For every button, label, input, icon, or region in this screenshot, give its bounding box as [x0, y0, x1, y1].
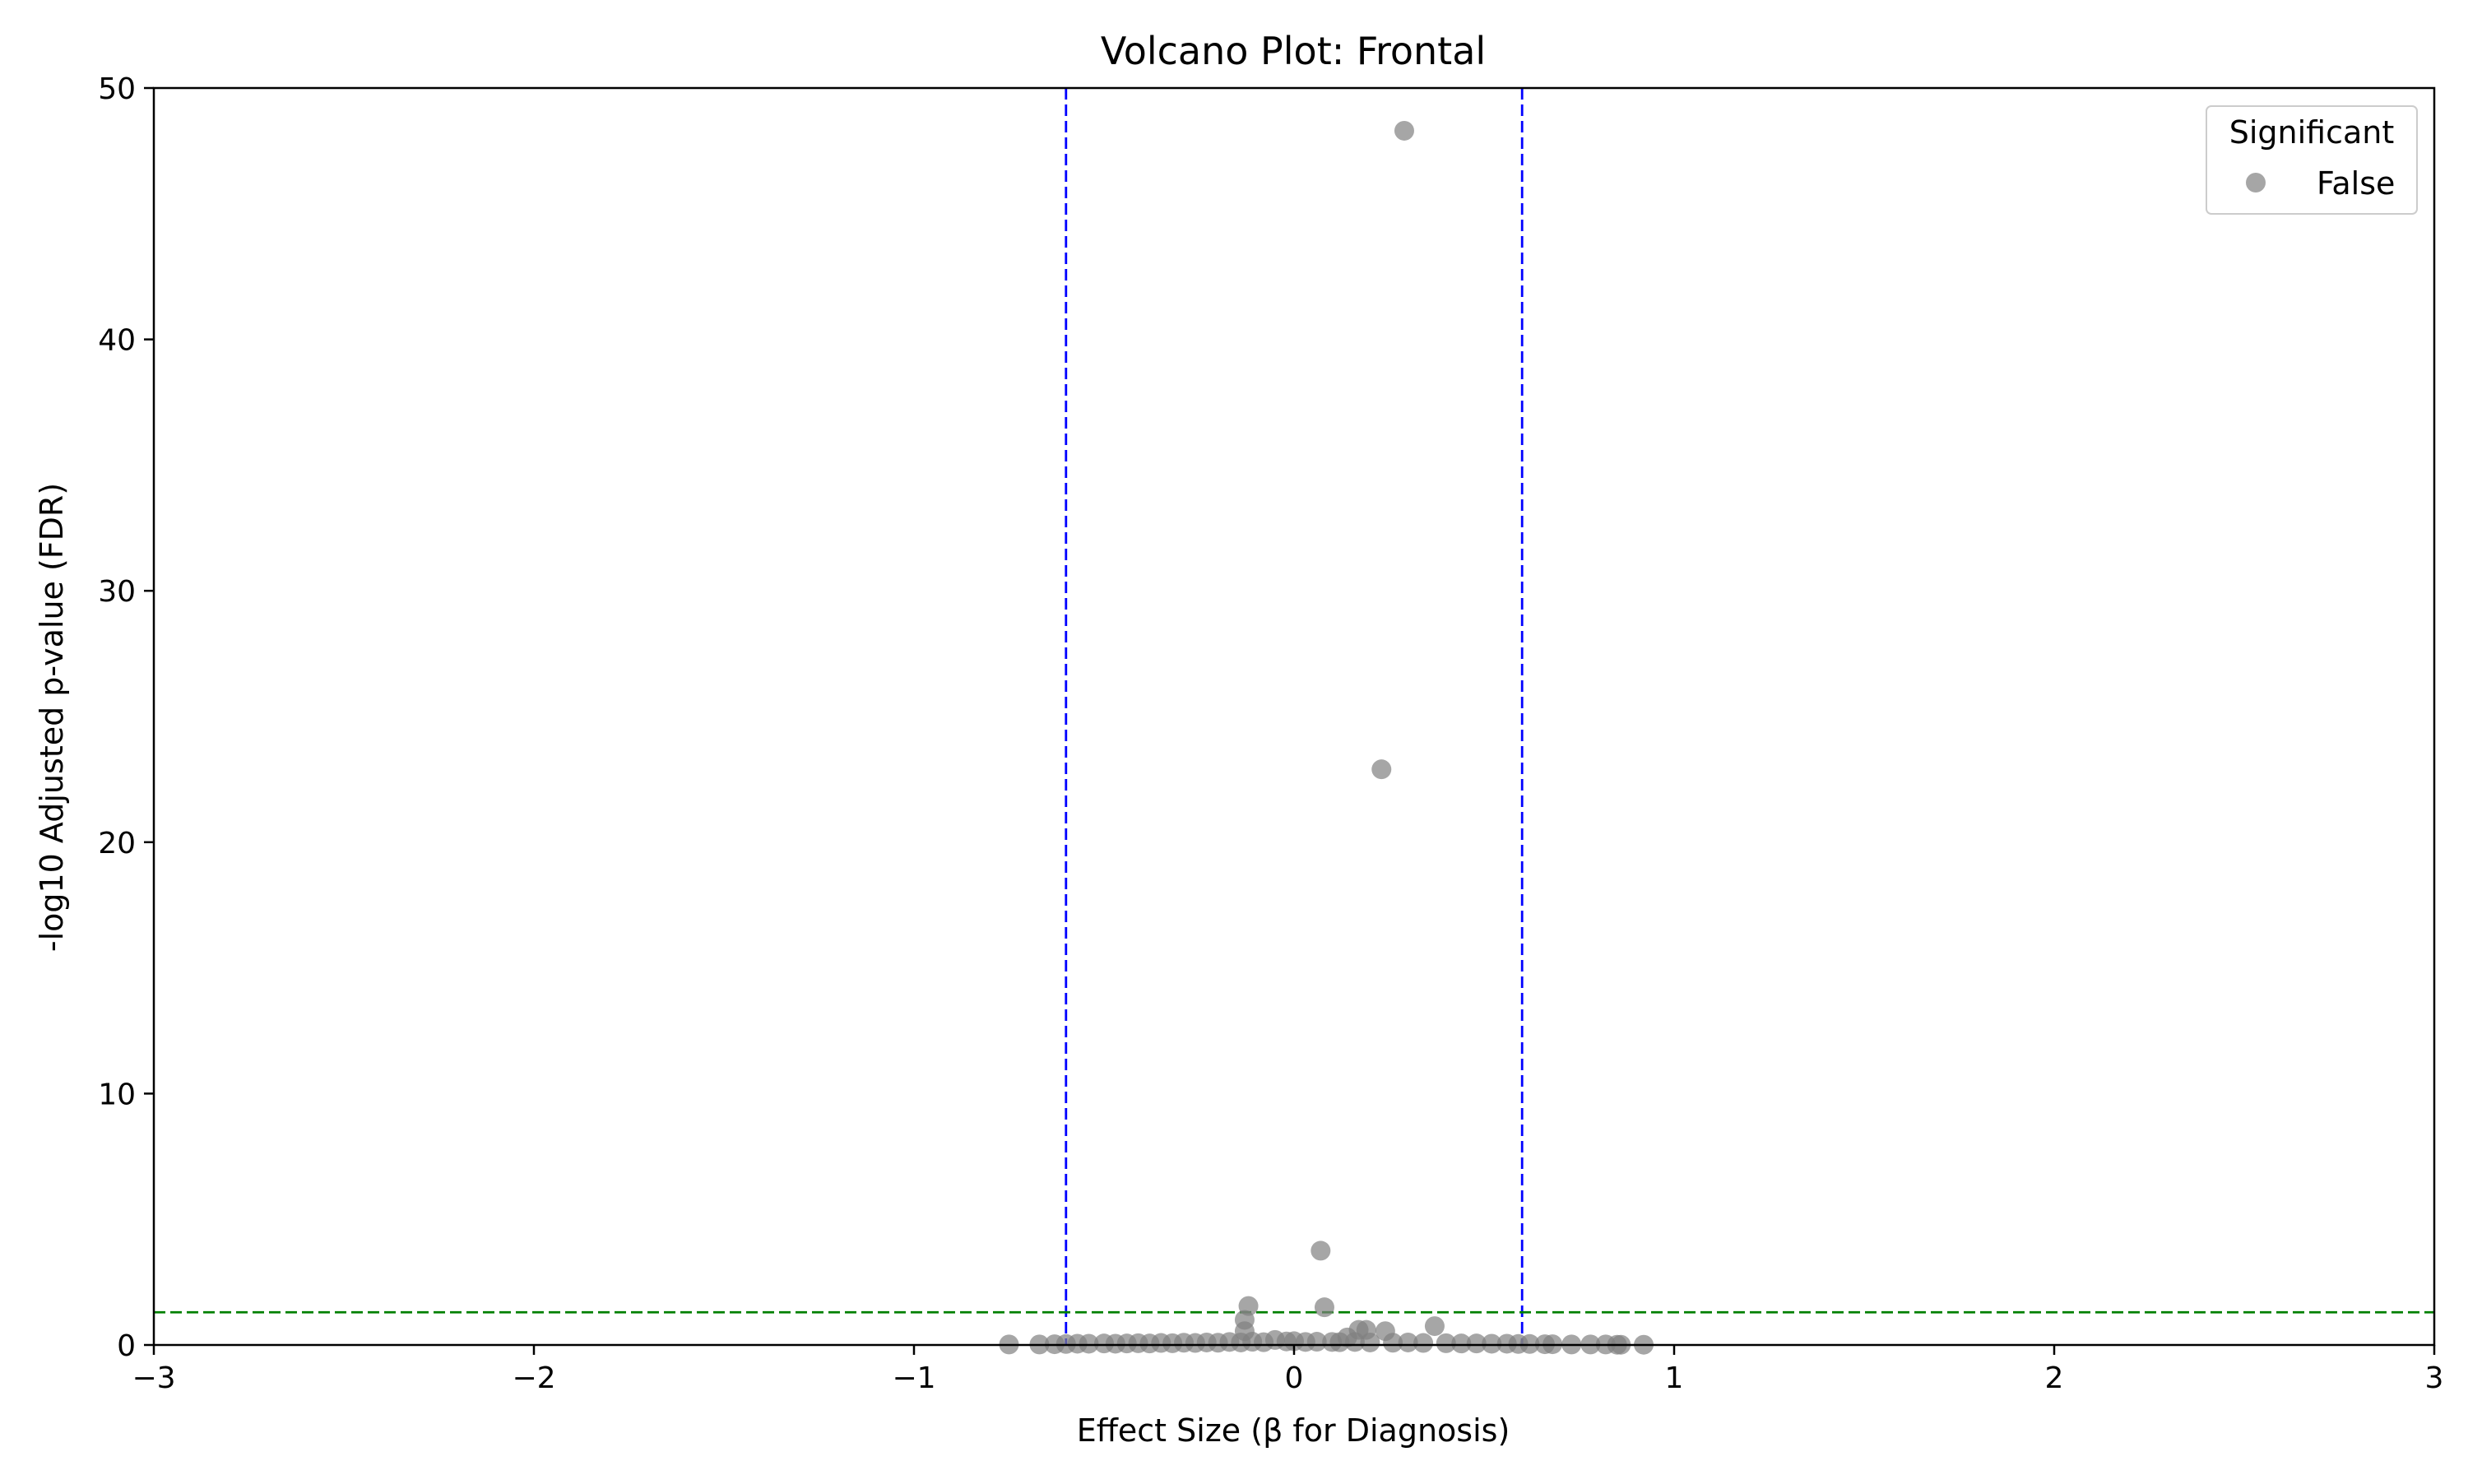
data-point [1344, 1332, 1365, 1352]
y-axis-ticks: 0 10 20 30 40 50 [98, 72, 154, 1363]
y-tick-label: 10 [98, 1078, 136, 1111]
x-tick-label: −1 [892, 1361, 935, 1395]
data-point [1424, 1316, 1445, 1337]
plot-area [154, 88, 2434, 1355]
x-tick-label: 3 [2425, 1361, 2444, 1395]
x-tick-label: −3 [132, 1361, 175, 1395]
data-point [1383, 1333, 1403, 1353]
plot-frame [152, 86, 2436, 1347]
x-tick-label: 1 [1665, 1361, 1684, 1395]
data-point [1360, 1332, 1380, 1352]
data-point [1276, 1331, 1297, 1352]
y-tick-label: 30 [98, 575, 136, 609]
data-point [1079, 1333, 1099, 1354]
y-axis-label: -log10 Adjusted p-value (FDR) [34, 483, 70, 952]
x-tick-label: 2 [2045, 1361, 2064, 1395]
legend-label-false: False [2317, 165, 2395, 202]
data-point [1413, 1333, 1434, 1353]
data-point [1436, 1333, 1456, 1353]
legend-title: Significant [2229, 114, 2395, 151]
x-tick-label: −2 [512, 1361, 555, 1395]
data-point [1482, 1333, 1502, 1354]
data-point [1394, 120, 1414, 141]
data-point [1329, 1332, 1350, 1352]
y-tick-label: 40 [98, 324, 136, 358]
legend: Significant False [2206, 105, 2418, 215]
data-point [1466, 1333, 1487, 1354]
y-tick-label: 50 [98, 72, 136, 106]
x-axis-label: Effect Size (β for Diagnosis) [1077, 1412, 1510, 1449]
data-point [1398, 1332, 1418, 1352]
legend-marker [2246, 173, 2266, 192]
data-point [1311, 1241, 1331, 1261]
x-tick-label: 0 [1285, 1361, 1304, 1395]
data-point [1306, 1332, 1327, 1352]
y-tick-label: 0 [117, 1329, 136, 1363]
y-tick-label: 20 [98, 827, 136, 860]
x-axis-ticks: −3 −2 −1 0 1 2 3 [132, 1345, 2443, 1395]
data-point [1451, 1333, 1472, 1354]
data-point [1314, 1297, 1334, 1318]
data-point [1254, 1332, 1274, 1352]
chart-title: Volcano Plot: Frontal [1101, 29, 1486, 73]
data-point [1371, 759, 1392, 780]
